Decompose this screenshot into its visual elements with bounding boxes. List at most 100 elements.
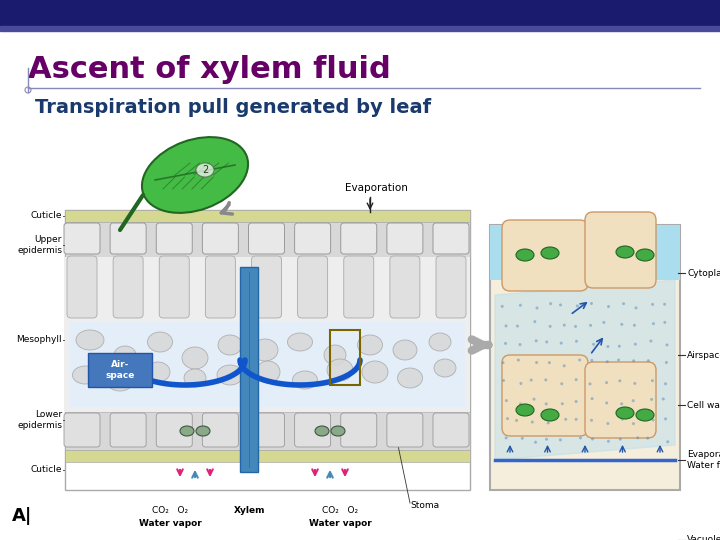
Ellipse shape bbox=[608, 418, 611, 421]
Text: Cuticle: Cuticle bbox=[30, 465, 62, 475]
Ellipse shape bbox=[196, 426, 210, 436]
Ellipse shape bbox=[292, 371, 318, 389]
Ellipse shape bbox=[327, 359, 353, 381]
Ellipse shape bbox=[665, 381, 667, 383]
Ellipse shape bbox=[256, 361, 280, 383]
Ellipse shape bbox=[531, 342, 534, 345]
Ellipse shape bbox=[636, 359, 639, 362]
FancyBboxPatch shape bbox=[110, 413, 146, 447]
Text: Lower
epidermis: Lower epidermis bbox=[17, 410, 62, 430]
Ellipse shape bbox=[519, 420, 522, 423]
Ellipse shape bbox=[608, 360, 611, 362]
Ellipse shape bbox=[590, 362, 593, 365]
FancyBboxPatch shape bbox=[502, 355, 588, 436]
Ellipse shape bbox=[562, 305, 565, 308]
FancyBboxPatch shape bbox=[110, 223, 146, 254]
Ellipse shape bbox=[324, 345, 346, 365]
Ellipse shape bbox=[621, 437, 625, 441]
Ellipse shape bbox=[546, 341, 549, 344]
FancyBboxPatch shape bbox=[502, 220, 588, 291]
Bar bbox=[70, 322, 465, 407]
FancyBboxPatch shape bbox=[433, 413, 469, 447]
FancyBboxPatch shape bbox=[64, 413, 100, 447]
Ellipse shape bbox=[589, 378, 592, 381]
Text: Mesophyll: Mesophyll bbox=[17, 335, 62, 345]
FancyBboxPatch shape bbox=[88, 353, 152, 387]
Ellipse shape bbox=[548, 438, 551, 442]
Ellipse shape bbox=[593, 340, 595, 343]
Ellipse shape bbox=[252, 339, 278, 361]
Ellipse shape bbox=[603, 381, 606, 384]
Ellipse shape bbox=[635, 301, 638, 304]
Ellipse shape bbox=[393, 340, 417, 360]
Ellipse shape bbox=[661, 341, 664, 343]
Text: Air-
space: Air- space bbox=[105, 360, 135, 380]
FancyBboxPatch shape bbox=[390, 256, 420, 318]
Bar bbox=[490, 225, 680, 490]
Ellipse shape bbox=[662, 305, 666, 308]
Ellipse shape bbox=[603, 438, 606, 441]
Ellipse shape bbox=[546, 417, 549, 420]
Ellipse shape bbox=[541, 247, 559, 259]
Ellipse shape bbox=[621, 360, 624, 363]
Ellipse shape bbox=[516, 377, 519, 381]
Text: Stoma: Stoma bbox=[410, 501, 439, 510]
FancyBboxPatch shape bbox=[113, 256, 143, 318]
Text: Cuticle: Cuticle bbox=[30, 212, 62, 220]
Ellipse shape bbox=[114, 346, 136, 364]
Ellipse shape bbox=[545, 380, 549, 382]
Ellipse shape bbox=[665, 400, 668, 402]
Ellipse shape bbox=[651, 419, 654, 422]
Ellipse shape bbox=[619, 381, 622, 384]
Ellipse shape bbox=[547, 362, 550, 365]
FancyBboxPatch shape bbox=[585, 212, 656, 288]
Ellipse shape bbox=[504, 342, 507, 345]
Ellipse shape bbox=[564, 344, 567, 347]
Ellipse shape bbox=[636, 437, 639, 440]
Ellipse shape bbox=[578, 306, 581, 309]
Text: CO₂   O₂: CO₂ O₂ bbox=[322, 506, 358, 515]
Ellipse shape bbox=[76, 330, 104, 350]
Ellipse shape bbox=[73, 366, 97, 384]
Ellipse shape bbox=[519, 321, 522, 325]
Ellipse shape bbox=[588, 320, 591, 323]
FancyBboxPatch shape bbox=[343, 256, 374, 318]
Ellipse shape bbox=[665, 436, 668, 440]
Ellipse shape bbox=[636, 409, 654, 421]
Ellipse shape bbox=[532, 437, 535, 441]
Ellipse shape bbox=[634, 399, 637, 402]
Text: Evaporation: Evaporation bbox=[345, 183, 408, 193]
Ellipse shape bbox=[429, 333, 451, 351]
Ellipse shape bbox=[664, 324, 667, 327]
Text: CO₂   O₂: CO₂ O₂ bbox=[152, 506, 188, 515]
FancyBboxPatch shape bbox=[64, 223, 100, 254]
FancyBboxPatch shape bbox=[341, 223, 377, 254]
FancyBboxPatch shape bbox=[585, 362, 656, 438]
Bar bbox=[0, 26, 720, 31]
Ellipse shape bbox=[545, 324, 549, 327]
FancyBboxPatch shape bbox=[156, 413, 192, 447]
Text: Airspace: Airspace bbox=[687, 350, 720, 360]
Ellipse shape bbox=[562, 382, 565, 385]
Bar bbox=[240, 267, 258, 472]
Ellipse shape bbox=[106, 369, 134, 391]
Ellipse shape bbox=[636, 342, 639, 346]
Ellipse shape bbox=[564, 437, 567, 440]
Ellipse shape bbox=[331, 426, 345, 436]
Text: A|: A| bbox=[12, 507, 32, 525]
Bar bbox=[65, 412, 470, 450]
Ellipse shape bbox=[516, 249, 534, 261]
Ellipse shape bbox=[651, 380, 654, 383]
Ellipse shape bbox=[574, 401, 577, 404]
Ellipse shape bbox=[434, 359, 456, 377]
Ellipse shape bbox=[503, 379, 505, 381]
Ellipse shape bbox=[180, 426, 194, 436]
Ellipse shape bbox=[358, 335, 382, 355]
Ellipse shape bbox=[146, 362, 170, 382]
FancyBboxPatch shape bbox=[436, 256, 466, 318]
Ellipse shape bbox=[315, 426, 329, 436]
FancyBboxPatch shape bbox=[387, 223, 423, 254]
Ellipse shape bbox=[532, 321, 535, 325]
Text: Evaporation
Water film: Evaporation Water film bbox=[687, 450, 720, 470]
Ellipse shape bbox=[506, 438, 509, 441]
